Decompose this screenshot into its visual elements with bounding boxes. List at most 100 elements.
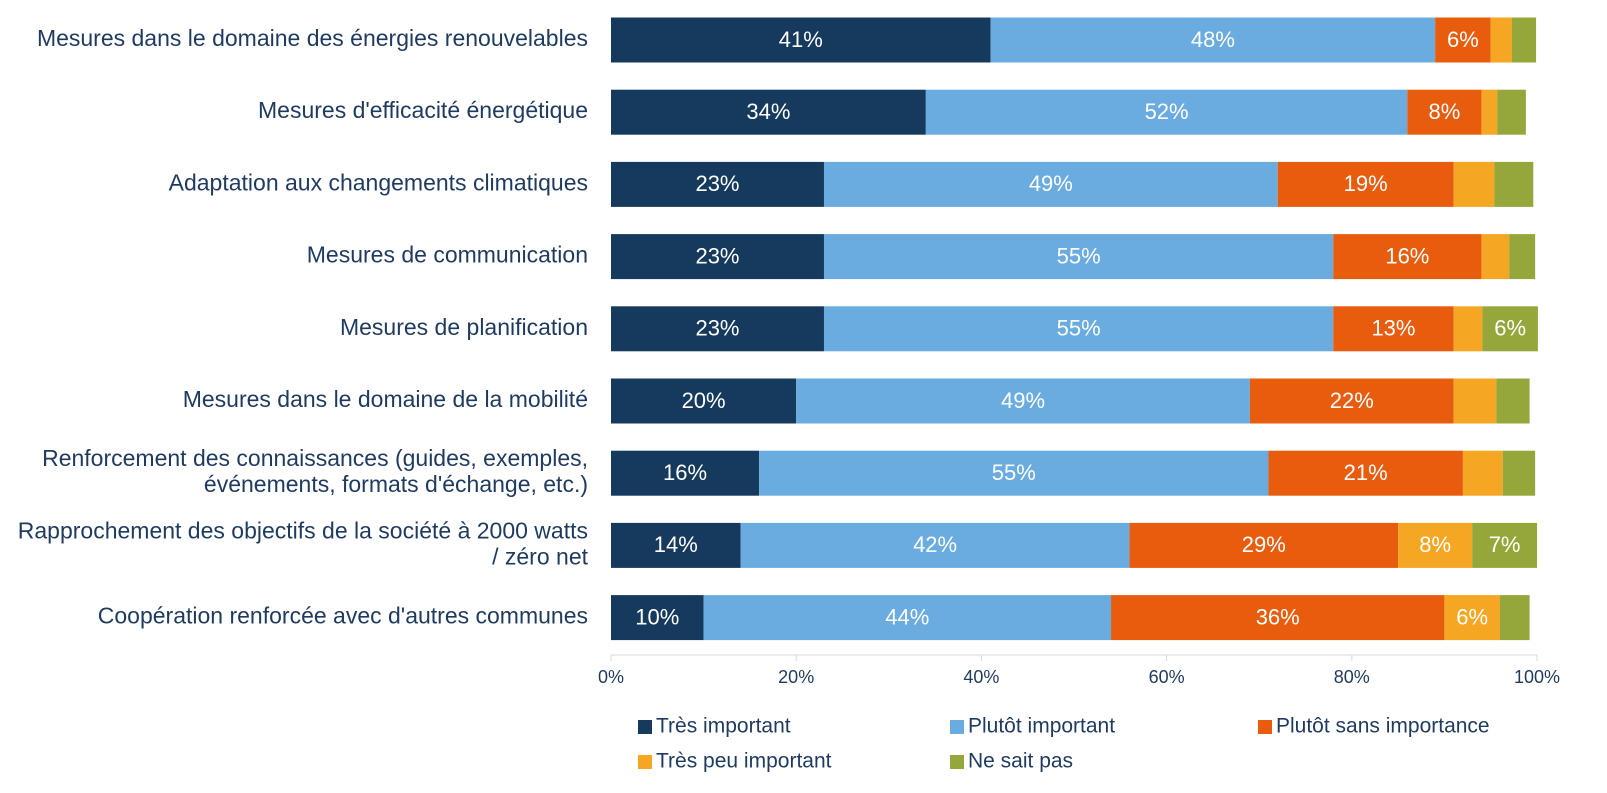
bar-segment	[1496, 378, 1530, 424]
data-label: 16%	[1385, 243, 1429, 268]
bar-segment	[1511, 17, 1537, 63]
bar-segment	[1435, 17, 1491, 63]
bar-segment	[925, 89, 1408, 135]
bar-segment	[740, 522, 1130, 568]
data-label: 20%	[682, 388, 726, 413]
x-tick-label: 0%	[598, 667, 624, 687]
category-label: Mesures de planification	[340, 314, 588, 340]
x-tick-label: 40%	[963, 667, 999, 687]
legend-swatch	[1258, 720, 1272, 734]
bar-segment	[1482, 306, 1538, 352]
bar-segment	[1494, 161, 1534, 207]
bar-segment	[611, 450, 760, 496]
bar-segment	[1509, 234, 1536, 280]
data-label: 8%	[1429, 99, 1461, 124]
bar-segment	[1462, 450, 1503, 496]
category-label: Mesures dans le domaine des énergies ren…	[37, 25, 588, 51]
bar-segment	[1481, 89, 1498, 135]
bar-segment	[1453, 306, 1483, 352]
legend-swatch	[638, 755, 652, 769]
data-label: 6%	[1494, 316, 1526, 341]
bar-segment	[611, 522, 741, 568]
data-label: 55%	[992, 460, 1036, 485]
bar-segment	[796, 378, 1250, 424]
bar-segment	[611, 595, 704, 641]
x-tick-label: 80%	[1334, 667, 1370, 687]
data-label: 6%	[1447, 27, 1479, 52]
bar-segment	[1453, 161, 1495, 207]
data-label: 42%	[913, 532, 957, 557]
category-label: Mesures dans le domaine de la mobilité	[183, 386, 588, 412]
data-label: 48%	[1191, 27, 1235, 52]
data-label: 23%	[695, 243, 739, 268]
bar-segment	[1333, 306, 1454, 352]
data-label: 52%	[1145, 99, 1189, 124]
data-label: 19%	[1344, 171, 1388, 196]
data-label: 14%	[654, 532, 698, 557]
data-label: 10%	[635, 604, 679, 629]
bar-segment	[1268, 450, 1463, 496]
bar-segment	[703, 595, 1112, 641]
bar-segment	[1497, 89, 1526, 135]
bar-segment	[1407, 89, 1482, 135]
bar-segment	[1453, 378, 1497, 424]
bar-segment	[1249, 378, 1454, 424]
data-label: 34%	[746, 99, 790, 124]
legend-label: Plutôt important	[968, 715, 1115, 738]
legend-swatch	[950, 755, 964, 769]
data-label: 29%	[1242, 532, 1286, 557]
category-label: Adaptation aux changements climatiques	[169, 169, 588, 195]
data-label: 55%	[1057, 243, 1101, 268]
x-tick-label: 100%	[1514, 667, 1560, 687]
legend-label: Ne sait pas	[968, 750, 1073, 773]
category-label: Rapprochement des objectifs de la sociét…	[18, 517, 589, 569]
bar-segment	[611, 17, 991, 63]
category-label: Renforcement des connaissances (guides, …	[42, 445, 588, 497]
bar-segment	[611, 378, 797, 424]
bar-segment	[823, 234, 1334, 280]
bar-segment	[1277, 161, 1454, 207]
bar-segment	[611, 89, 926, 135]
bar-segment	[611, 234, 824, 280]
bar-segment	[1333, 234, 1482, 280]
bar-segment	[611, 161, 824, 207]
bar-segment	[1444, 595, 1500, 641]
bar-segment	[611, 306, 824, 352]
data-label: 55%	[1057, 316, 1101, 341]
legend-swatch	[638, 720, 652, 734]
bar-segment	[1111, 595, 1445, 641]
data-label: 16%	[663, 460, 707, 485]
x-tick-label: 60%	[1149, 667, 1185, 687]
bar-segment	[1502, 450, 1536, 496]
category-label: Coopération renforcée avec d'autres comm…	[98, 603, 588, 629]
data-label: 13%	[1371, 316, 1415, 341]
data-label: 23%	[695, 316, 739, 341]
data-label: 8%	[1419, 532, 1451, 557]
data-label: 7%	[1489, 532, 1521, 557]
legend-swatch	[950, 720, 964, 734]
legend-label: Plutôt sans importance	[1276, 715, 1490, 738]
category-label: Mesures de communication	[307, 242, 588, 268]
data-label: 49%	[1029, 171, 1073, 196]
data-label: 41%	[779, 27, 823, 52]
bar-segment	[1398, 522, 1473, 568]
bar-segment	[1129, 522, 1399, 568]
data-label: 22%	[1330, 388, 1374, 413]
bar-segment	[759, 450, 1269, 496]
data-label: 6%	[1456, 604, 1488, 629]
data-label: 23%	[695, 171, 739, 196]
legend-label: Très important	[656, 715, 791, 738]
bar-segment	[990, 17, 1436, 63]
bar-segment	[1481, 234, 1510, 280]
bar-segment	[823, 306, 1334, 352]
data-label: 21%	[1344, 460, 1388, 485]
legend-label: Très peu important	[656, 750, 832, 773]
bar-segment	[823, 161, 1278, 207]
data-label: 49%	[1001, 388, 1045, 413]
category-label: Mesures d'efficacité énergétique	[258, 97, 588, 123]
bar-segment	[1499, 595, 1530, 641]
data-label: 44%	[885, 604, 929, 629]
bar-segment	[1490, 17, 1512, 63]
x-tick-label: 20%	[778, 667, 814, 687]
